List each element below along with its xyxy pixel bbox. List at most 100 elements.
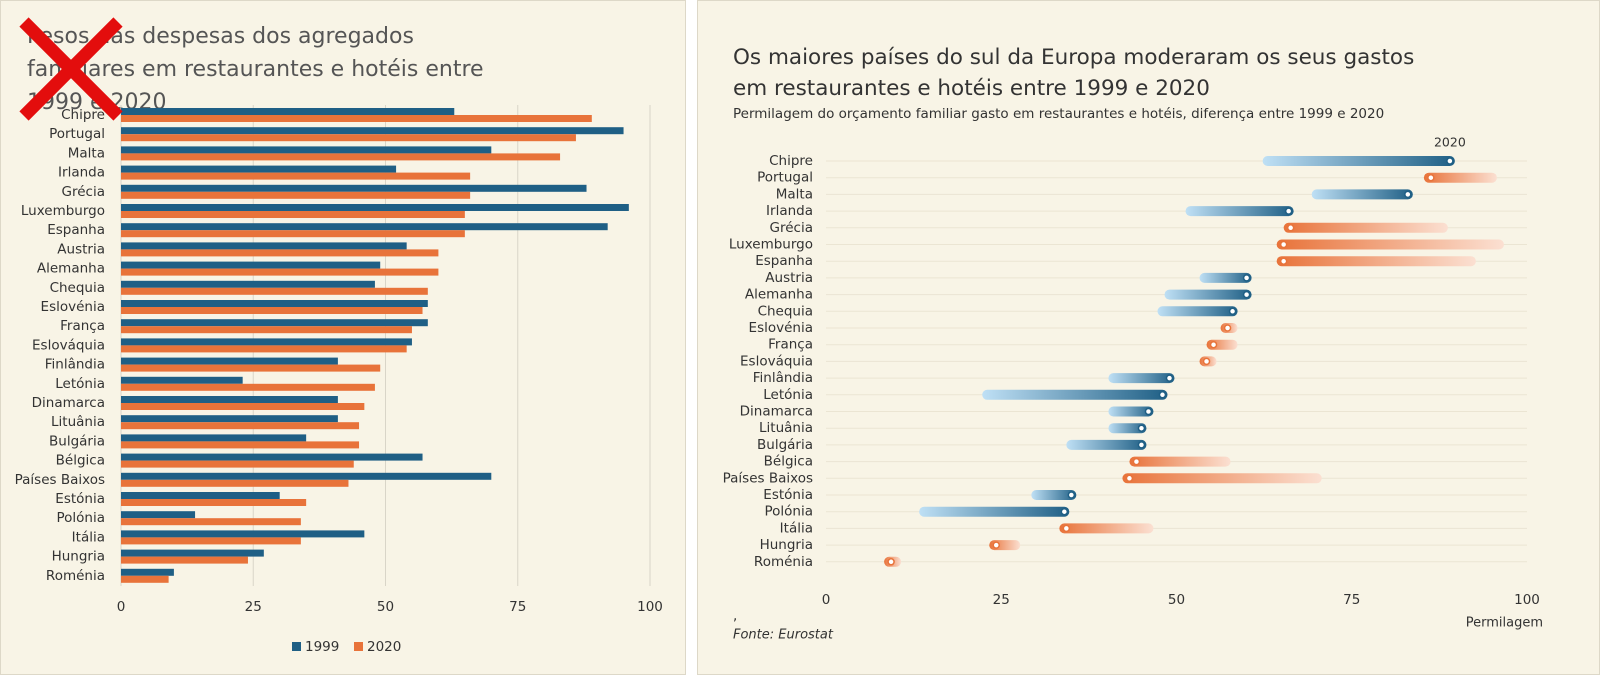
range-bar xyxy=(1059,523,1154,534)
bar xyxy=(121,326,412,334)
end-dot xyxy=(1209,340,1218,349)
bar xyxy=(121,184,587,192)
bar xyxy=(121,108,455,115)
bar xyxy=(121,479,349,487)
end-dot xyxy=(1279,257,1288,265)
end-dot xyxy=(1067,491,1076,499)
end-dot xyxy=(1284,207,1293,215)
x-tick-label: 25 xyxy=(245,599,262,615)
x-tick-label: 25 xyxy=(993,592,1010,608)
bar xyxy=(121,345,407,353)
y-tick-label: Eslováquia xyxy=(740,353,813,369)
bar xyxy=(121,280,375,288)
y-tick-label: Países Baixos xyxy=(723,470,813,486)
bar xyxy=(121,568,174,576)
end-dot xyxy=(1446,157,1454,165)
legend-swatch xyxy=(292,642,301,651)
bar xyxy=(121,492,280,499)
range-bar xyxy=(1311,189,1413,200)
range-bar xyxy=(1108,373,1175,384)
bar xyxy=(121,165,397,173)
end-dot xyxy=(1137,424,1146,432)
end-dot xyxy=(1223,324,1232,332)
range-bar xyxy=(1283,222,1448,233)
y-tick-label: Austria xyxy=(765,270,813,286)
y-tick-label: Estónia xyxy=(763,487,813,503)
y-tick-label: Finlândia xyxy=(45,357,105,373)
y-tick-label: Chequia xyxy=(758,303,813,319)
range-bar xyxy=(919,506,1070,517)
end-dot xyxy=(1286,224,1295,232)
end-dot xyxy=(1427,173,1435,182)
x-axis-label: Permilagem xyxy=(1466,616,1543,631)
end-dot xyxy=(1228,307,1237,316)
chart-title: Os maiores países do sul da Europa moder… xyxy=(733,45,1415,101)
bar xyxy=(121,453,423,461)
y-tick-label: Roménia xyxy=(754,554,813,570)
range-bar xyxy=(1108,406,1154,417)
y-tick-label: Polónia xyxy=(764,504,813,520)
bar xyxy=(121,204,629,211)
bar xyxy=(121,134,576,142)
bar xyxy=(121,249,439,257)
y-tick-label: Eslovénia xyxy=(749,320,813,336)
y-tick-label: Letónia xyxy=(55,376,105,392)
bar xyxy=(121,499,307,506)
bar xyxy=(121,172,471,180)
end-dot xyxy=(1144,407,1153,416)
y-tick-label: Grécia xyxy=(770,220,813,236)
bar xyxy=(121,357,338,365)
bar xyxy=(121,415,338,423)
legend-swatch xyxy=(354,642,363,651)
end-dot xyxy=(1062,524,1071,533)
y-tick-label: Portugal xyxy=(757,170,813,186)
range-bar xyxy=(1031,490,1077,500)
bar xyxy=(121,338,412,346)
bar xyxy=(121,127,624,135)
range-bar xyxy=(1066,439,1147,450)
range-bar xyxy=(1108,423,1147,434)
y-tick-label: Lituânia xyxy=(759,420,813,436)
bar xyxy=(121,434,307,442)
bar xyxy=(121,223,608,231)
bar xyxy=(121,364,381,372)
x-tick-label: 100 xyxy=(637,599,663,615)
x-tick-label: 75 xyxy=(1343,592,1360,608)
bar xyxy=(121,191,471,199)
y-tick-label: Dinamarca xyxy=(32,395,105,411)
bar xyxy=(121,261,381,269)
end-dot xyxy=(1165,374,1174,382)
end-dot xyxy=(1125,474,1134,483)
x-tick-label: 100 xyxy=(1514,592,1540,608)
range-bar xyxy=(1157,306,1238,317)
y-tick-label: Irlanda xyxy=(766,203,813,219)
y-tick-label: Itália xyxy=(72,529,105,545)
range-bar xyxy=(982,389,1168,400)
bar xyxy=(121,549,264,557)
bar xyxy=(121,307,423,314)
y-tick-label: Eslováquia xyxy=(32,337,105,353)
y-tick-label: Chipre xyxy=(61,107,105,123)
y-tick-label: Hungria xyxy=(760,537,813,553)
y-tick-label: Chequia xyxy=(50,280,105,296)
end-dot xyxy=(1242,290,1251,299)
bar xyxy=(121,242,407,250)
y-tick-label: Malta xyxy=(68,145,105,161)
end-dot xyxy=(992,541,1000,549)
end-dot xyxy=(1404,190,1412,199)
y-tick-label: Chipre xyxy=(769,153,813,169)
bar xyxy=(121,403,365,410)
right-panel xyxy=(697,0,1600,675)
end-dot xyxy=(1060,507,1069,516)
bar xyxy=(121,460,354,468)
y-tick-label: Bélgica xyxy=(764,454,813,470)
y-tick-label: Austria xyxy=(57,241,105,257)
y-tick-label: Bélgica xyxy=(56,453,105,469)
y-tick-label: Países Baixos xyxy=(15,472,105,488)
y-tick-label: Dinamarca xyxy=(740,404,813,420)
range-bar xyxy=(1185,206,1294,217)
y-tick-label: Lituânia xyxy=(51,414,105,430)
y-tick-label: Hungria xyxy=(52,549,105,565)
bar xyxy=(121,511,196,519)
y-tick-label: Bulgária xyxy=(757,437,813,453)
